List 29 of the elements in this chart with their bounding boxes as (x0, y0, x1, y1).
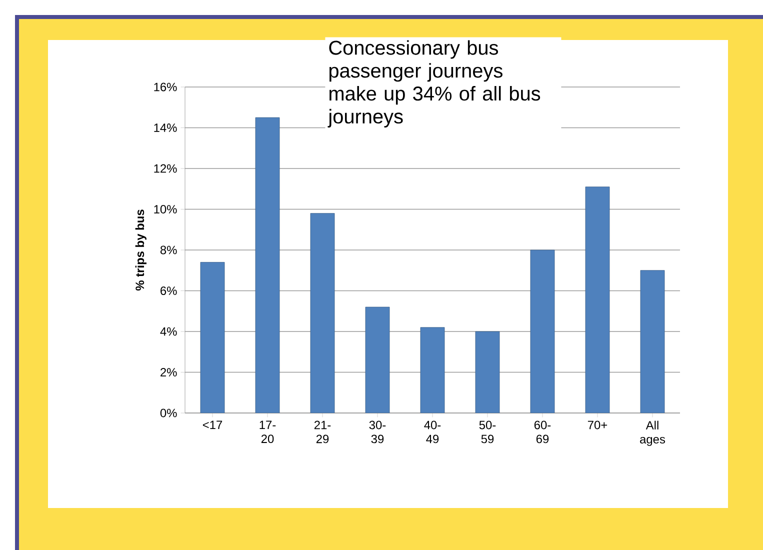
bar (365, 306, 390, 413)
bar (640, 270, 665, 413)
y-tick-label: 12% (154, 164, 177, 173)
y-tick-label: 2% (160, 368, 177, 376)
bar (585, 186, 610, 413)
x-tick-label: 17-20 (260, 420, 276, 444)
y-axis-title: % trips by bus (135, 210, 146, 291)
y-tick-label: 16% (154, 82, 177, 92)
bar (310, 213, 335, 413)
bar (475, 331, 500, 413)
y-tick-label: 14% (154, 124, 177, 132)
x-tick-label: <17 (202, 420, 222, 429)
y-tick-label: 4% (160, 327, 177, 336)
x-tick-label: 60-69 (534, 420, 551, 444)
x-tick-label: 40-49 (424, 420, 441, 444)
y-tick-label: 0% (160, 408, 177, 418)
bar (530, 250, 555, 413)
x-tick-label: 21-29 (314, 420, 331, 444)
x-tick-label: All ages (640, 420, 666, 446)
bar (200, 262, 225, 413)
x-tick-label: 70+ (588, 420, 608, 430)
annotation: Concessionary bus passenger journeys make up 34% of all bus journeys (328, 40, 540, 128)
bar (420, 327, 445, 413)
y-tick-label: 10% (154, 205, 177, 214)
y-tick-label: 8% (160, 246, 177, 254)
x-tick-label: 30-39 (369, 420, 386, 444)
bar (255, 117, 280, 413)
y-tick-label: 6% (160, 286, 177, 295)
x-tick-label: 50-59 (479, 420, 496, 444)
